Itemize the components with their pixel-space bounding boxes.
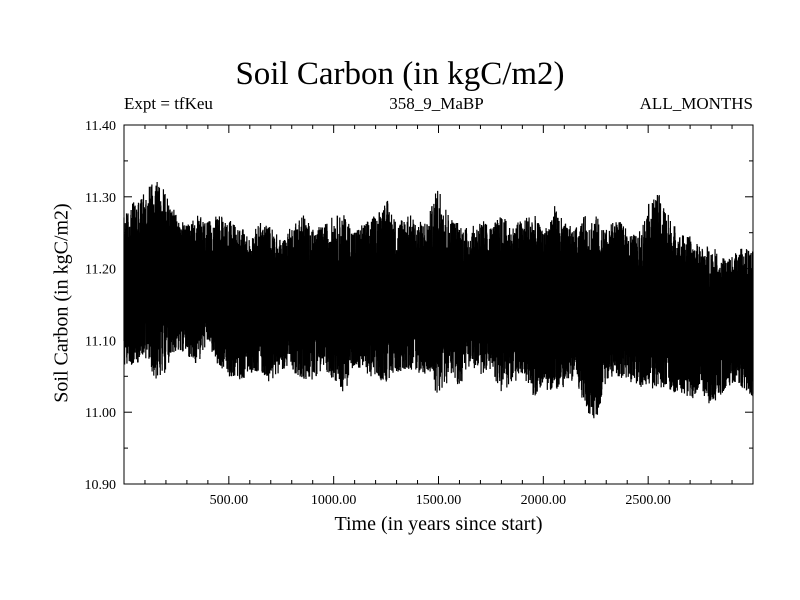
chart-title: Soil Carbon (in kgC/m2) bbox=[235, 56, 565, 92]
y-tick-label: 11.10 bbox=[85, 334, 116, 349]
y-tick-label: 11.20 bbox=[85, 263, 116, 278]
x-tick-label: 2000.00 bbox=[521, 493, 567, 508]
y-tick-label: 10.90 bbox=[85, 478, 117, 493]
x-axis-label: Time (in years since start) bbox=[334, 513, 543, 535]
y-tick-label: 11.40 bbox=[85, 119, 116, 134]
x-tick-label: 2500.00 bbox=[625, 493, 671, 508]
x-tick-label: 500.00 bbox=[210, 493, 249, 508]
series-layer bbox=[123, 181, 754, 419]
period-label: ALL_MONTHS bbox=[639, 94, 753, 113]
y-tick-label: 11.30 bbox=[85, 191, 116, 206]
series-line bbox=[123, 181, 754, 419]
x-tick-label: 1500.00 bbox=[416, 493, 462, 508]
experiment-label: Expt = tfKeu bbox=[124, 94, 213, 113]
plot-frame bbox=[123, 124, 754, 485]
chart-subtitle: 358_9_MaBP bbox=[389, 94, 484, 113]
x-tick-label: 1000.00 bbox=[311, 493, 357, 508]
tick-layer: 10.90 11.00 11.10 11.20 11.30 11.40 500.00 1000… bbox=[85, 119, 753, 508]
y-tick-label: 11.00 bbox=[85, 406, 116, 421]
